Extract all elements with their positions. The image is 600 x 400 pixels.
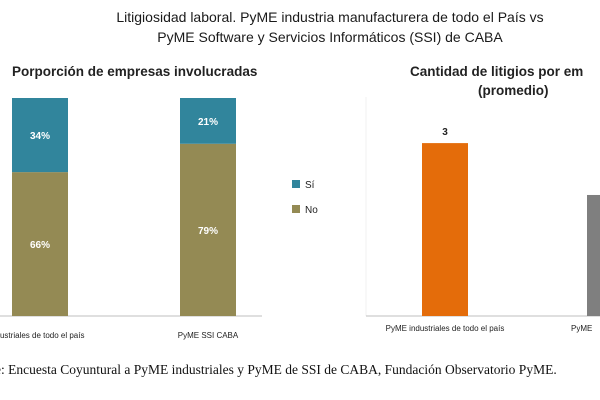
bar-segment-si-1 xyxy=(12,98,68,173)
bar-data-label-si-1: 34% xyxy=(30,131,50,142)
bar-value-label-1: 3 xyxy=(442,127,448,138)
legend-label-si: Sí xyxy=(305,180,315,191)
source-note: e: Encuesta Coyuntural a PyME industrial… xyxy=(0,362,557,377)
right-chart-title-line-1: Cantidad de litigios por em xyxy=(410,64,584,79)
bar-segment-no-2 xyxy=(180,143,236,316)
right-chart-title-line-2: (promedio) xyxy=(478,83,549,98)
bar-1 xyxy=(422,143,468,316)
chart-title-line-2: PyME Software y Servicios Informáticos (… xyxy=(157,29,503,45)
x-tick-label-1: dustriales de todo el país xyxy=(0,331,84,340)
x-tick-label-2: PyME SSI CABA xyxy=(178,331,239,340)
legend-label-no: No xyxy=(305,205,318,216)
stacked-bar-chart: 66% 34% dustriales de todo el país 79% 21% Py… xyxy=(0,98,318,340)
left-chart-title: Porporción de empresas involucradas xyxy=(12,64,258,79)
legend-swatch-si xyxy=(292,180,300,188)
bar-data-label-si-2: 21% xyxy=(198,117,218,128)
bar-segment-si-2 xyxy=(180,98,236,144)
legend-swatch-no xyxy=(292,205,300,213)
x-tick-label-2: PyME xyxy=(571,324,592,333)
bar-2 xyxy=(587,194,600,316)
chart-title-line-1: Litigiosidad laboral. PyME industria man… xyxy=(116,9,544,25)
bar-data-label-no-1: 66% xyxy=(30,240,50,251)
bar-segment-no-1 xyxy=(12,172,68,316)
x-tick-label-1: PyME industriales de todo el país xyxy=(386,324,505,333)
bar-data-label-no-2: 79% xyxy=(198,226,218,237)
average-litigation-bar-chart: 3 PyME industriales de todo el país PyME xyxy=(365,97,600,333)
